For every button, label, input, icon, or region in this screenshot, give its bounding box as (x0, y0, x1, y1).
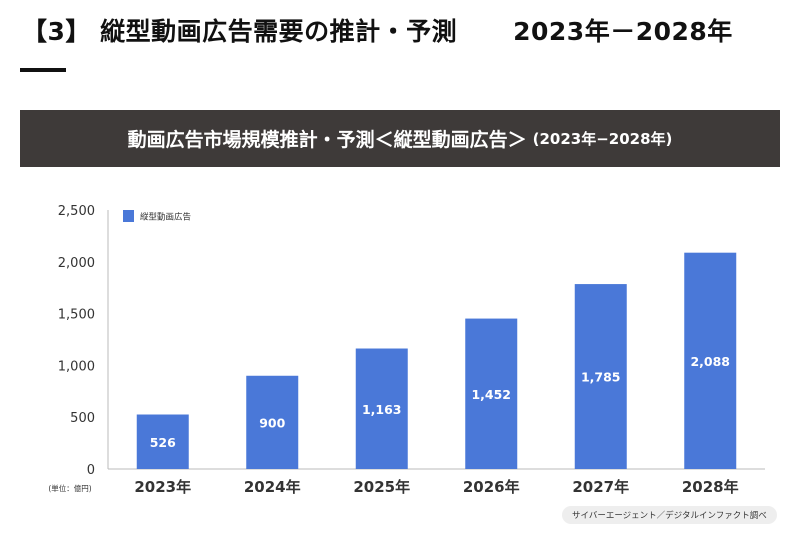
y-tick-label: 2,500 (58, 204, 95, 219)
y-tick-label: 2,000 (58, 256, 95, 271)
bar-2025年 (355, 348, 408, 469)
bar-2026年 (465, 318, 518, 469)
y-unit-label: (単位：億円) (48, 483, 91, 493)
bar-2023年 (136, 414, 189, 469)
bar-value-label: 1,163 (362, 402, 402, 417)
bar-2027年 (574, 284, 627, 469)
title-underline (20, 68, 66, 72)
y-tick-label: 0 (87, 463, 95, 478)
source-note: サイバーエージェント／デジタルインファクト調べ (562, 506, 777, 524)
chart-title: 動画広告市場規模推計・予測＜縦型動画広告＞ (127, 129, 527, 151)
bar-2028年 (684, 252, 737, 469)
page-title: 【3】 縦型動画広告需要の推計・予測 2023年－2028年 (22, 12, 733, 48)
chart-subtitle: (2023年−2028年) (532, 130, 673, 148)
bar-value-label: 1,452 (471, 387, 511, 402)
page-title-range: 2023年－2028年 (513, 17, 733, 46)
bar-value-label: 2,088 (690, 354, 730, 369)
bar-2024年 (246, 375, 299, 469)
y-tick-label: 500 (70, 411, 95, 426)
bar-value-label: 900 (259, 415, 285, 430)
bar-value-label: 526 (150, 435, 176, 450)
legend-swatch (123, 210, 134, 222)
bar-value-label: 1,785 (581, 370, 621, 385)
x-tick-label: 2027年 (572, 478, 629, 496)
x-tick-label: 2026年 (463, 478, 520, 496)
x-tick-label: 2025年 (353, 478, 410, 496)
y-tick-label: 1,500 (58, 308, 95, 323)
chart-title-banner: 動画広告市場規模推計・予測＜縦型動画広告＞ (2023年−2028年) (20, 110, 780, 167)
page-title-text: 【3】 縦型動画広告需要の推計・予測 (22, 17, 458, 46)
x-tick-label: 2024年 (244, 478, 301, 496)
legend-label: 縦型動画広告 (140, 212, 191, 223)
x-tick-label: 2023年 (134, 478, 191, 496)
y-tick-label: 1,000 (58, 359, 95, 374)
x-tick-label: 2028年 (682, 478, 739, 496)
